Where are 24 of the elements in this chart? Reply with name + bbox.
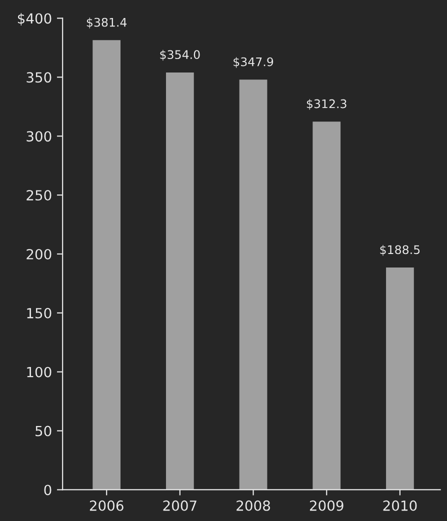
y-tick-label: $400	[18, 12, 52, 26]
x-tick-label: 2008	[236, 500, 270, 511]
x-tick-label: 2006	[90, 500, 124, 511]
data-label: $312.3	[306, 99, 346, 110]
bar	[239, 80, 268, 490]
bar	[386, 268, 414, 490]
y-tick-label: 300	[26, 131, 52, 142]
x-tick-label: 2009	[310, 500, 344, 511]
data-label: $354.0	[160, 50, 200, 61]
y-tick-label: 50	[36, 426, 52, 436]
y-tick-label: 200	[26, 248, 52, 260]
bar	[166, 72, 194, 490]
data-label: $347.9	[234, 57, 274, 68]
y-tick-label: 250	[26, 190, 52, 201]
bar	[92, 40, 121, 490]
x-tick-label: 2007	[163, 500, 196, 511]
data-label: $381.4	[86, 18, 127, 28]
y-tick-label: 0	[44, 484, 52, 496]
data-label: $188.5	[380, 245, 420, 256]
y-tick-label: 350	[26, 72, 52, 83]
y-tick-label: 100	[27, 366, 52, 378]
x-tick-label: 2010	[383, 500, 417, 511]
y-tick-label: 150	[27, 308, 52, 318]
bar	[312, 122, 341, 490]
